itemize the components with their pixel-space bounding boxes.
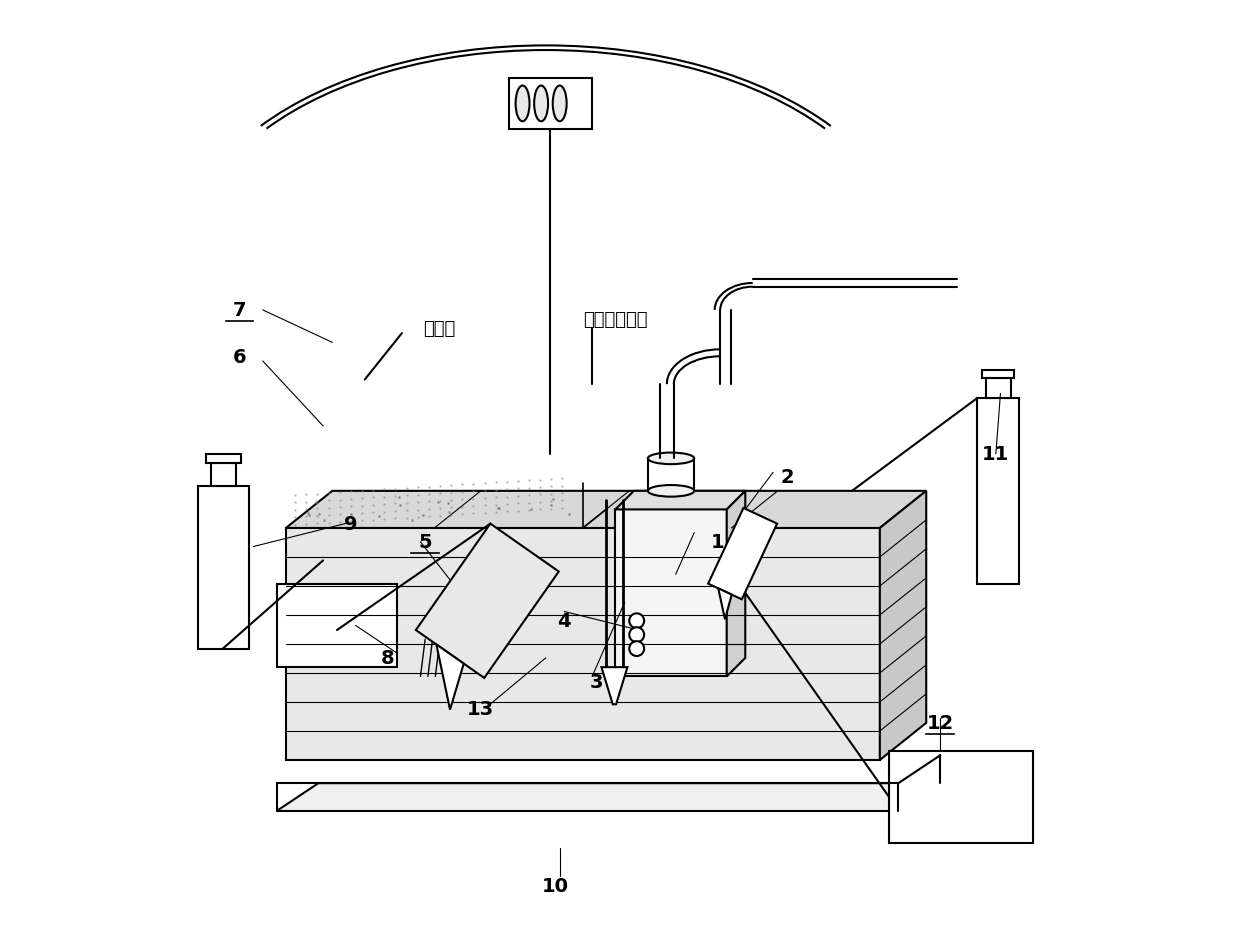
Polygon shape (880, 491, 926, 760)
Polygon shape (615, 491, 745, 510)
Polygon shape (615, 510, 727, 677)
Ellipse shape (516, 86, 529, 122)
Circle shape (629, 641, 644, 656)
Text: 13: 13 (467, 700, 495, 718)
Polygon shape (708, 508, 777, 600)
Bar (277, 584, 397, 667)
Text: 3: 3 (590, 672, 604, 691)
Text: 9: 9 (345, 514, 357, 533)
Text: 12: 12 (926, 714, 954, 732)
Bar (508, 79, 593, 130)
Text: 氧化皮已去除: 氧化皮已去除 (583, 311, 647, 329)
Ellipse shape (647, 453, 694, 464)
Text: 10: 10 (542, 876, 569, 895)
Polygon shape (436, 644, 464, 710)
Text: 2: 2 (780, 468, 794, 487)
Ellipse shape (534, 86, 548, 122)
Text: 6: 6 (233, 348, 247, 366)
Bar (206, 454, 241, 464)
Circle shape (629, 628, 644, 642)
Text: 1: 1 (711, 533, 724, 552)
Bar (986, 378, 1011, 399)
Text: 7: 7 (233, 301, 247, 320)
Polygon shape (286, 528, 880, 760)
Text: 4: 4 (558, 612, 572, 630)
Bar (211, 464, 236, 487)
Text: 5: 5 (418, 533, 432, 552)
Text: 11: 11 (982, 445, 1009, 464)
Polygon shape (415, 524, 559, 679)
Text: 氧化皮: 氧化皮 (423, 320, 455, 338)
Bar (197, 487, 249, 649)
Ellipse shape (553, 86, 567, 122)
Polygon shape (727, 491, 745, 677)
Ellipse shape (647, 486, 694, 497)
Polygon shape (277, 783, 940, 811)
Bar (982, 371, 1014, 378)
Bar (889, 751, 1033, 844)
Circle shape (629, 614, 644, 629)
Polygon shape (286, 491, 926, 528)
Bar (977, 399, 1019, 584)
Text: 8: 8 (381, 649, 394, 667)
Polygon shape (601, 667, 627, 705)
Polygon shape (718, 589, 732, 619)
